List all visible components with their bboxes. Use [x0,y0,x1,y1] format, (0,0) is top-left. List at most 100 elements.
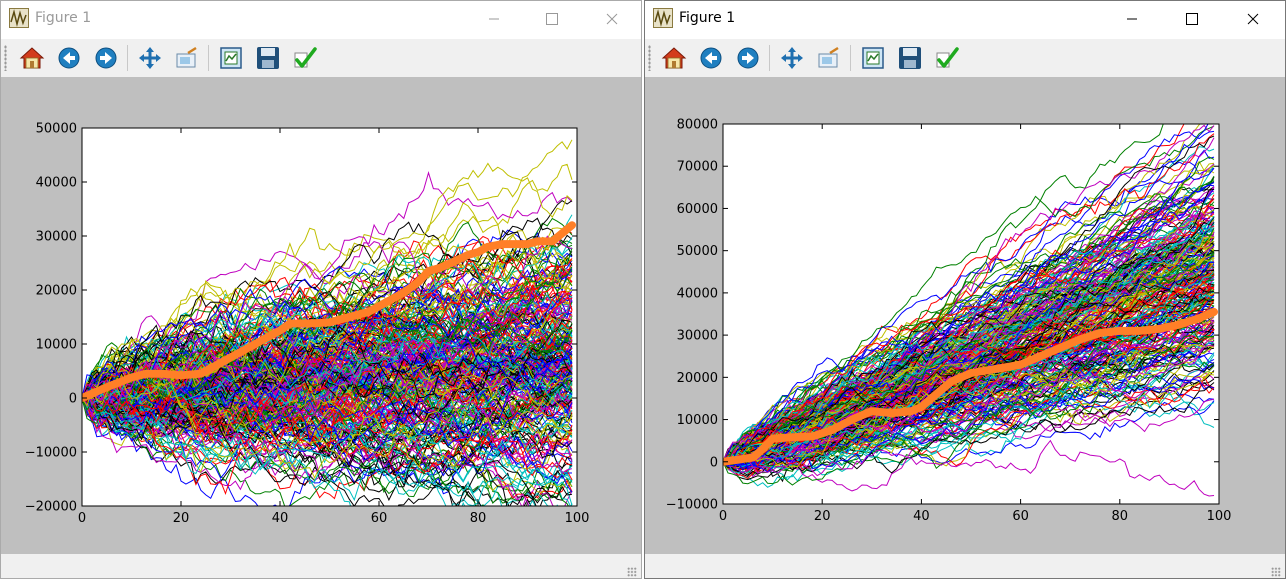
y-tick-label: −20000 [25,500,77,515]
home-icon [19,47,45,69]
back-button[interactable] [56,45,82,71]
walk-line [82,385,573,504]
home-button[interactable] [661,45,687,71]
back-icon [700,47,722,69]
zoom-button[interactable] [174,45,200,71]
walk-line [82,294,573,401]
edit-axes-button[interactable] [934,45,960,71]
walk-line [82,297,573,452]
save-button[interactable] [255,45,281,71]
maximize-button[interactable] [1169,1,1215,37]
maximize-button[interactable] [529,1,575,37]
minimize-icon [1127,18,1137,20]
back-button[interactable] [698,45,724,71]
walk-line [82,371,573,459]
title-bar[interactable]: Figure 1 [1,1,641,39]
walk-line [82,374,573,458]
y-tick-label: 30000 [36,230,77,245]
toolbar-grip [648,45,651,71]
subplots-button[interactable] [218,45,244,71]
walk-line [82,351,573,405]
walk-line [82,265,573,399]
walk-line [723,206,1215,466]
edit-axes-icon [936,47,959,68]
x-tick-label: 0 [719,509,727,524]
y-tick-label: 80000 [677,118,718,133]
zoom-icon [176,46,197,68]
save-button[interactable] [897,45,923,71]
maximize-icon [546,13,558,25]
figure-canvas[interactable]: 0 20 40 60 80 100 −10000 0 10000 20000 30000 40000 5… [645,77,1285,554]
subplots-button[interactable] [860,45,886,71]
walk-line [723,180,1215,463]
x-tick-label: 60 [1012,509,1029,524]
axes-frame [722,123,1220,505]
walk-line [82,365,573,465]
walk-line [82,316,573,411]
pan-icon [139,47,161,69]
walk-line [82,368,573,493]
pan-button[interactable] [779,45,805,71]
toolbar-grip [4,45,7,71]
y-tick-label: 60000 [677,202,718,217]
walk-line [82,367,558,506]
random-walks [723,124,1218,497]
window-title: Figure 1 [35,10,92,26]
close-icon [606,13,618,25]
walk-line [723,124,1209,463]
walk-line [82,221,573,405]
forward-icon [737,47,759,69]
y-tick-label: 0 [710,455,718,470]
title-bar[interactable]: Figure 1 [645,1,1285,39]
forward-button[interactable] [735,45,761,71]
chart-left: 0 20 40 60 80 100 −20000 −10000 0 10000 20000 30000… [25,122,590,527]
edit-axes-button[interactable] [292,45,318,71]
walk-line [723,294,1215,463]
figure-app-icon [653,8,673,28]
toolbar-separator [208,45,209,71]
zoom-button[interactable] [816,45,842,71]
walk-line [723,396,1215,492]
walk-line [723,293,1215,466]
y-tick-label: 20000 [36,284,77,299]
walk-line [82,390,573,495]
walk-line [82,338,573,428]
walk-line [723,227,1215,463]
close-button[interactable] [1230,1,1276,37]
maximize-icon [1186,13,1198,25]
x-tick-label: 100 [1207,509,1232,524]
figure-window-left: Figure 1 [0,0,642,579]
highlight-series-line [723,307,1218,466]
minimize-button[interactable] [1109,1,1155,37]
back-icon [58,47,80,69]
chart-right: 0 20 40 60 80 100−100000100002000030000400005… [666,118,1232,525]
pan-button[interactable] [137,45,163,71]
walk-line [82,235,573,411]
close-button[interactable] [589,1,635,37]
x-tick-label: 100 [565,511,590,526]
walk-line [82,379,573,506]
subplots-icon [862,47,884,69]
walk-line [723,219,1215,463]
zoom-icon [818,46,839,68]
resize-grip[interactable] [627,567,637,577]
walk-line [82,390,573,470]
minimize-button[interactable] [471,1,517,37]
forward-button[interactable] [93,45,119,71]
y-tick-label: 40000 [36,176,77,191]
figure-canvas[interactable]: 0 20 40 60 80 100 −20000 −10000 0 10000 20000 30000… [1,77,641,554]
walk-line [82,162,573,403]
walk-line [82,254,573,403]
home-button[interactable] [19,45,45,71]
walk-line [82,322,573,455]
walk-line [723,188,1215,463]
random-walks [82,139,576,506]
walk-line [82,282,573,433]
walk-line [82,247,573,412]
walk-line [723,133,1215,463]
walk-line [82,319,573,406]
resize-grip[interactable] [1271,567,1281,577]
axes-frame [81,127,578,507]
y-tick-label: 20000 [677,371,718,386]
home-icon [661,47,687,69]
